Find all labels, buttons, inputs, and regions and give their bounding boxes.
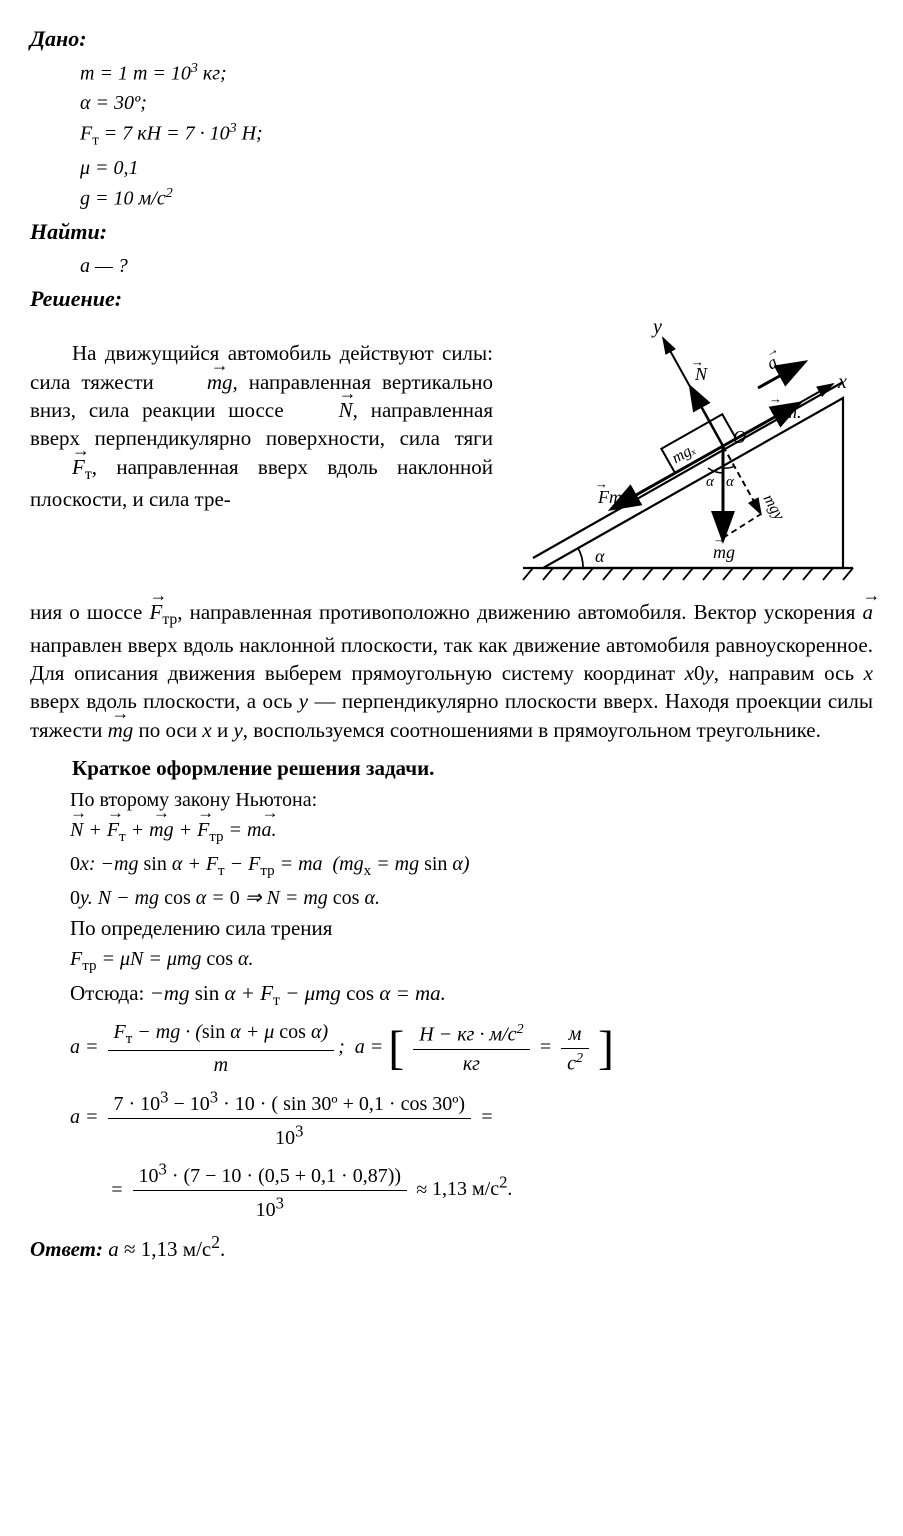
given-g: g = 10 м/с2 [80, 184, 873, 213]
eq-0y: 0y. N − mg cos α = 0 ⇒ N = mg cos α. [70, 884, 873, 912]
eq-a-calc1: a = 7 · 103 − 103 · 10 · ( sin 30º + 0,1… [70, 1085, 873, 1151]
heading-given: Дано: [30, 24, 873, 55]
solution-paragraph-2: ния о шоссе Fтр, направленная противопол… [30, 598, 873, 744]
heading-find: Найти: [30, 217, 873, 248]
newton-law-text: По второму закону Ньютона: [70, 786, 873, 814]
diagram-y-label: y [651, 318, 662, 338]
find-a: a — ? [80, 252, 873, 280]
diagram-mgy-label: mgy [760, 492, 788, 524]
diagram-O-label: O [733, 427, 746, 447]
heading-solution: Решение: [30, 284, 873, 315]
eq-a-calc2: = 103 · (7 − 10 · (0,5 + 0,1 · 0,87)) 10… [110, 1158, 873, 1224]
svg-text:→: → [691, 354, 704, 369]
svg-text:α: α [726, 474, 735, 490]
given-mass: m = 1 т = 103 кг; [80, 59, 873, 88]
given-angle: α = 30º; [80, 89, 873, 117]
eq-a-formula: a = Fт − mg · (sin α + μ cos α) m ; a = … [70, 1018, 873, 1079]
given-mu: μ = 0,1 [80, 154, 873, 182]
eq-friction: Fтр = μN = μmg cos α. [70, 945, 873, 977]
given-force: Fт = 7 кН = 7 · 103 Н; [80, 119, 873, 152]
diagram-alpha-base: α [595, 546, 605, 566]
inclined-plane-diagram: α mgₓ x y N → a → Fm. → [503, 318, 873, 598]
svg-text:→: → [595, 476, 608, 491]
svg-text:→: → [713, 531, 726, 546]
heading-short-solution: Краткое оформление решения задачи. [30, 754, 873, 783]
diagram-x-label: x [837, 371, 847, 393]
eq-0x: 0x: −mg sin α + Fт − Fтр = ma (mgx = mg … [70, 850, 873, 882]
svg-text:α: α [706, 474, 715, 490]
solution-paragraph-1: На движущийся автомобиль действуют силы:… [30, 339, 493, 513]
svg-text:→: → [769, 391, 782, 406]
answer-line: Ответ: a ≈ 1,13 м/с2. [30, 1230, 873, 1264]
eq-hence: Отсюда: −mg sin α + Fт − μmg cos α = ma. [70, 979, 873, 1012]
newton-law-vector-eq: N + Fт + mg + Fтр = ma. [70, 816, 873, 848]
friction-def-text: По определению сила трения [70, 914, 873, 943]
